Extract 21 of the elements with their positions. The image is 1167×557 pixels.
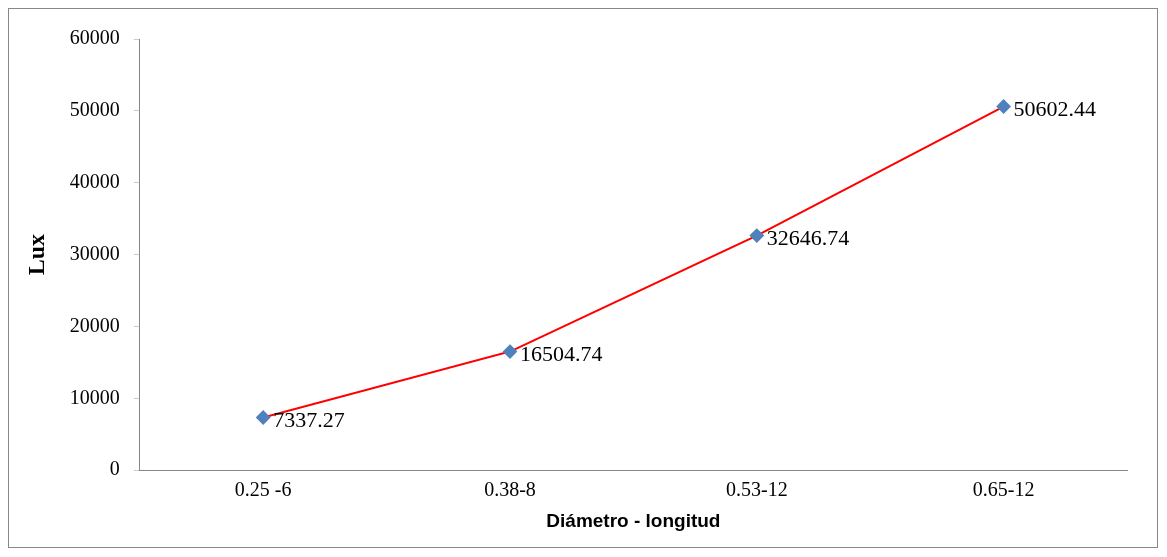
x-tick-label: 0.53-12	[725, 478, 788, 501]
y-tick-label: 60000	[69, 26, 120, 49]
y-tick-label: 0	[109, 457, 120, 480]
point	[256, 410, 271, 425]
point	[749, 228, 764, 243]
x-tick-label: 0.65-12	[972, 478, 1035, 501]
data-label: 32646.74	[766, 225, 850, 251]
x-tick-label: 0.25 -6	[234, 478, 292, 501]
y-tick-label: 20000	[69, 313, 120, 336]
y-tick-label: 30000	[69, 241, 120, 264]
x-axis-title: Diámetro - longitud	[546, 509, 721, 531]
data-label: 7337.27	[273, 407, 345, 433]
x-tick-label: 0.38-8	[484, 478, 536, 501]
point	[503, 344, 517, 359]
data-label: 16504.74	[520, 341, 603, 367]
y-tick-label: 40000	[69, 169, 120, 192]
point	[996, 99, 1011, 114]
y-tick-label: 10000	[69, 385, 120, 408]
y-axis-title: Lux	[22, 233, 49, 276]
y-tick-label: 50000	[69, 98, 120, 121]
data-label: 50602.44	[1013, 96, 1097, 122]
